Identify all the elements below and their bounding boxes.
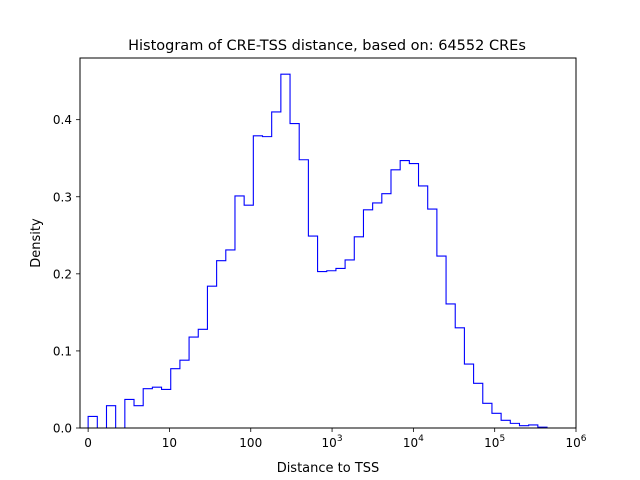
x-tick-label: 100 [239, 436, 262, 450]
chart-title: Histogram of CRE-TSS distance, based on:… [128, 38, 526, 54]
x-axis-label: Distance to TSS [277, 461, 380, 476]
histogram-step-line [87, 73, 548, 429]
y-tick-label: 0.1 [53, 344, 72, 358]
axes-frame [79, 57, 577, 429]
y-axis-label: Density [29, 218, 44, 268]
x-tick-label: 0 [84, 436, 92, 450]
y-axis-ticks: 0.0 0.1 0.2 0.3 0.4 [53, 113, 80, 436]
y-tick-label: 0.4 [53, 113, 72, 127]
y-tick-label: 0.3 [53, 190, 72, 204]
y-tick-label: 0.2 [53, 267, 72, 281]
x-tick-label: 10 [162, 436, 177, 450]
y-tick-label: 0.0 [53, 422, 72, 436]
plot-area [87, 73, 548, 429]
